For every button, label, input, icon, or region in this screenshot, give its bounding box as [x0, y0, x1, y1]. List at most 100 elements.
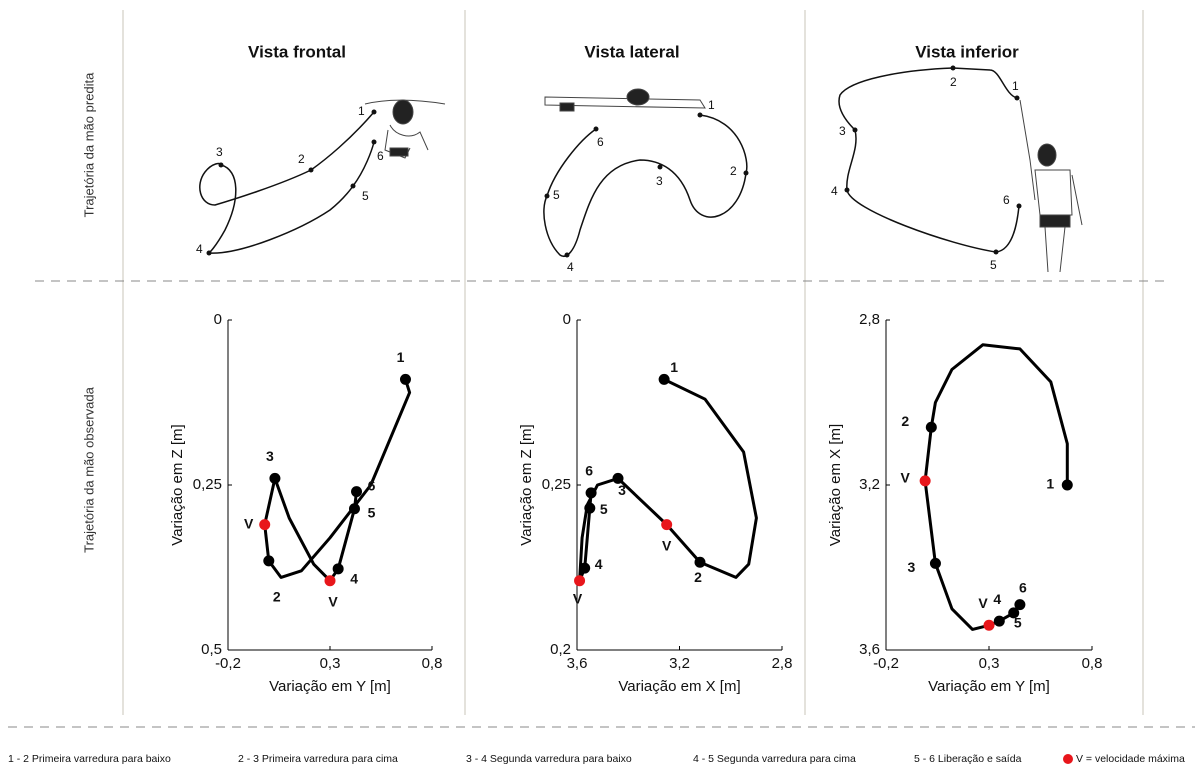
sketch-label: 2	[298, 152, 305, 166]
sketch-lateral: 1 2 3 4 5 6	[544, 89, 749, 274]
x-axis-label: Variação em X [m]	[618, 678, 740, 695]
point-label: 5	[368, 504, 376, 520]
point	[400, 374, 411, 385]
point	[1014, 599, 1025, 610]
sketch-label: 2	[950, 75, 957, 89]
point-label: 1	[1046, 476, 1054, 492]
point-label: 4	[993, 591, 1001, 607]
sketch-label: 4	[831, 184, 838, 198]
row-label: Trajetória da mão observada	[81, 386, 96, 552]
point-label: 2	[273, 589, 281, 605]
row-label: Trajetória da mão predita	[81, 72, 96, 218]
point-label: V	[978, 595, 988, 611]
sketch-label: 1	[708, 98, 715, 112]
sketch-label: 4	[567, 260, 574, 274]
y-tick-label: 0	[214, 311, 222, 328]
sketch-points	[845, 66, 1022, 255]
legend: 1 - 2 Primeira varredura para baixo 2 - …	[8, 753, 1185, 765]
trajectory-sketch	[839, 68, 1019, 252]
point	[333, 563, 344, 574]
sketch-label: 1	[358, 104, 365, 118]
y-tick-label: 0,25	[193, 476, 222, 493]
sketch-label: 4	[196, 242, 203, 256]
point	[586, 487, 597, 498]
point-label: V	[328, 593, 338, 609]
sketch-label: 1	[1012, 79, 1019, 93]
point	[269, 473, 280, 484]
x-tick-label: 3,2	[669, 655, 690, 672]
sketch-label: 3	[656, 174, 663, 188]
sketch-inferior: 1 2 3 4 5 6	[831, 66, 1082, 273]
sketch-points	[545, 113, 749, 258]
column-title: Vista frontal	[248, 42, 346, 61]
point	[661, 519, 672, 530]
point	[994, 616, 1005, 627]
sketch-label: 2	[730, 164, 737, 178]
legend-item: 5 - 6 Liberação e saída	[914, 753, 1022, 765]
point	[259, 519, 270, 530]
legend-item: 4 - 5 Segunda varredura para cima	[693, 753, 856, 765]
sketch-frontal: 1 2 3 4 5 6	[196, 100, 445, 256]
y-axis-label: Variação em Z [m]	[169, 424, 186, 545]
trajectory-sketch	[200, 112, 374, 253]
legend-item: 2 - 3 Primeira varredura para cima	[238, 753, 398, 765]
point-label: V	[244, 515, 254, 531]
legend-item: 1 - 2 Primeira varredura para baixo	[8, 753, 171, 765]
y-tick-label: 3,6	[859, 641, 880, 658]
column-title: Vista lateral	[584, 42, 679, 61]
point-label: 6	[585, 463, 593, 479]
point-label: V	[900, 470, 910, 486]
point-label: 1	[397, 349, 405, 365]
swimmer	[1020, 100, 1082, 272]
point-label: 3	[266, 448, 274, 464]
dividers	[123, 10, 1143, 715]
point	[984, 620, 995, 631]
legend-marker	[1063, 754, 1073, 764]
point	[584, 503, 595, 514]
legend-item: 3 - 4 Segunda varredura para baixo	[466, 753, 632, 765]
x-axis-label: Variação em Y [m]	[269, 678, 391, 695]
point-label: 3	[618, 482, 626, 498]
sketch-label: 6	[377, 149, 384, 163]
point	[263, 555, 274, 566]
sketch-label: 6	[1003, 193, 1010, 207]
trajectory	[265, 379, 410, 580]
point	[930, 558, 941, 569]
y-tick-label: 0,5	[201, 641, 222, 658]
y-tick-label: 0,2	[550, 641, 571, 658]
figure: Vista frontal Vista lateral Vista inferi…	[0, 0, 1202, 769]
trajectory-sketch	[544, 115, 747, 256]
point-label: 5	[600, 501, 608, 517]
x-tick-label: 0,3	[320, 655, 341, 672]
point-label: 3	[908, 559, 916, 575]
point-label: 6	[368, 477, 376, 493]
point-label: V	[573, 590, 583, 606]
x-tick-label: 0,3	[979, 655, 1000, 672]
sketch-label: 5	[990, 258, 997, 272]
point-label: 4	[595, 556, 603, 572]
legend-item: V = velocidade máxima	[1076, 753, 1185, 765]
point	[574, 575, 585, 586]
point-label: 4	[350, 571, 358, 587]
y-axis-label: Variação em Z [m]	[518, 424, 535, 545]
x-tick-label: 0,8	[422, 655, 443, 672]
point	[1062, 480, 1073, 491]
point-label: 2	[694, 569, 702, 585]
point	[920, 475, 931, 486]
y-tick-label: 3,2	[859, 476, 880, 493]
x-tick-label: 0,8	[1082, 655, 1103, 672]
point	[659, 374, 670, 385]
x-tick-label: 2,8	[772, 655, 793, 672]
point-label: 1	[670, 359, 678, 375]
sketch-label: 3	[839, 124, 846, 138]
point	[349, 503, 360, 514]
point-label: 5	[1014, 615, 1022, 631]
point	[579, 563, 590, 574]
y-tick-label: 0,25	[542, 476, 571, 493]
point-label: V	[662, 537, 672, 553]
swimmer	[545, 89, 705, 111]
point-label: 6	[1019, 579, 1027, 595]
y-axis-label: Variação em X [m]	[827, 424, 844, 546]
point	[926, 422, 937, 433]
x-axis-label: Variação em Y [m]	[928, 678, 1050, 695]
